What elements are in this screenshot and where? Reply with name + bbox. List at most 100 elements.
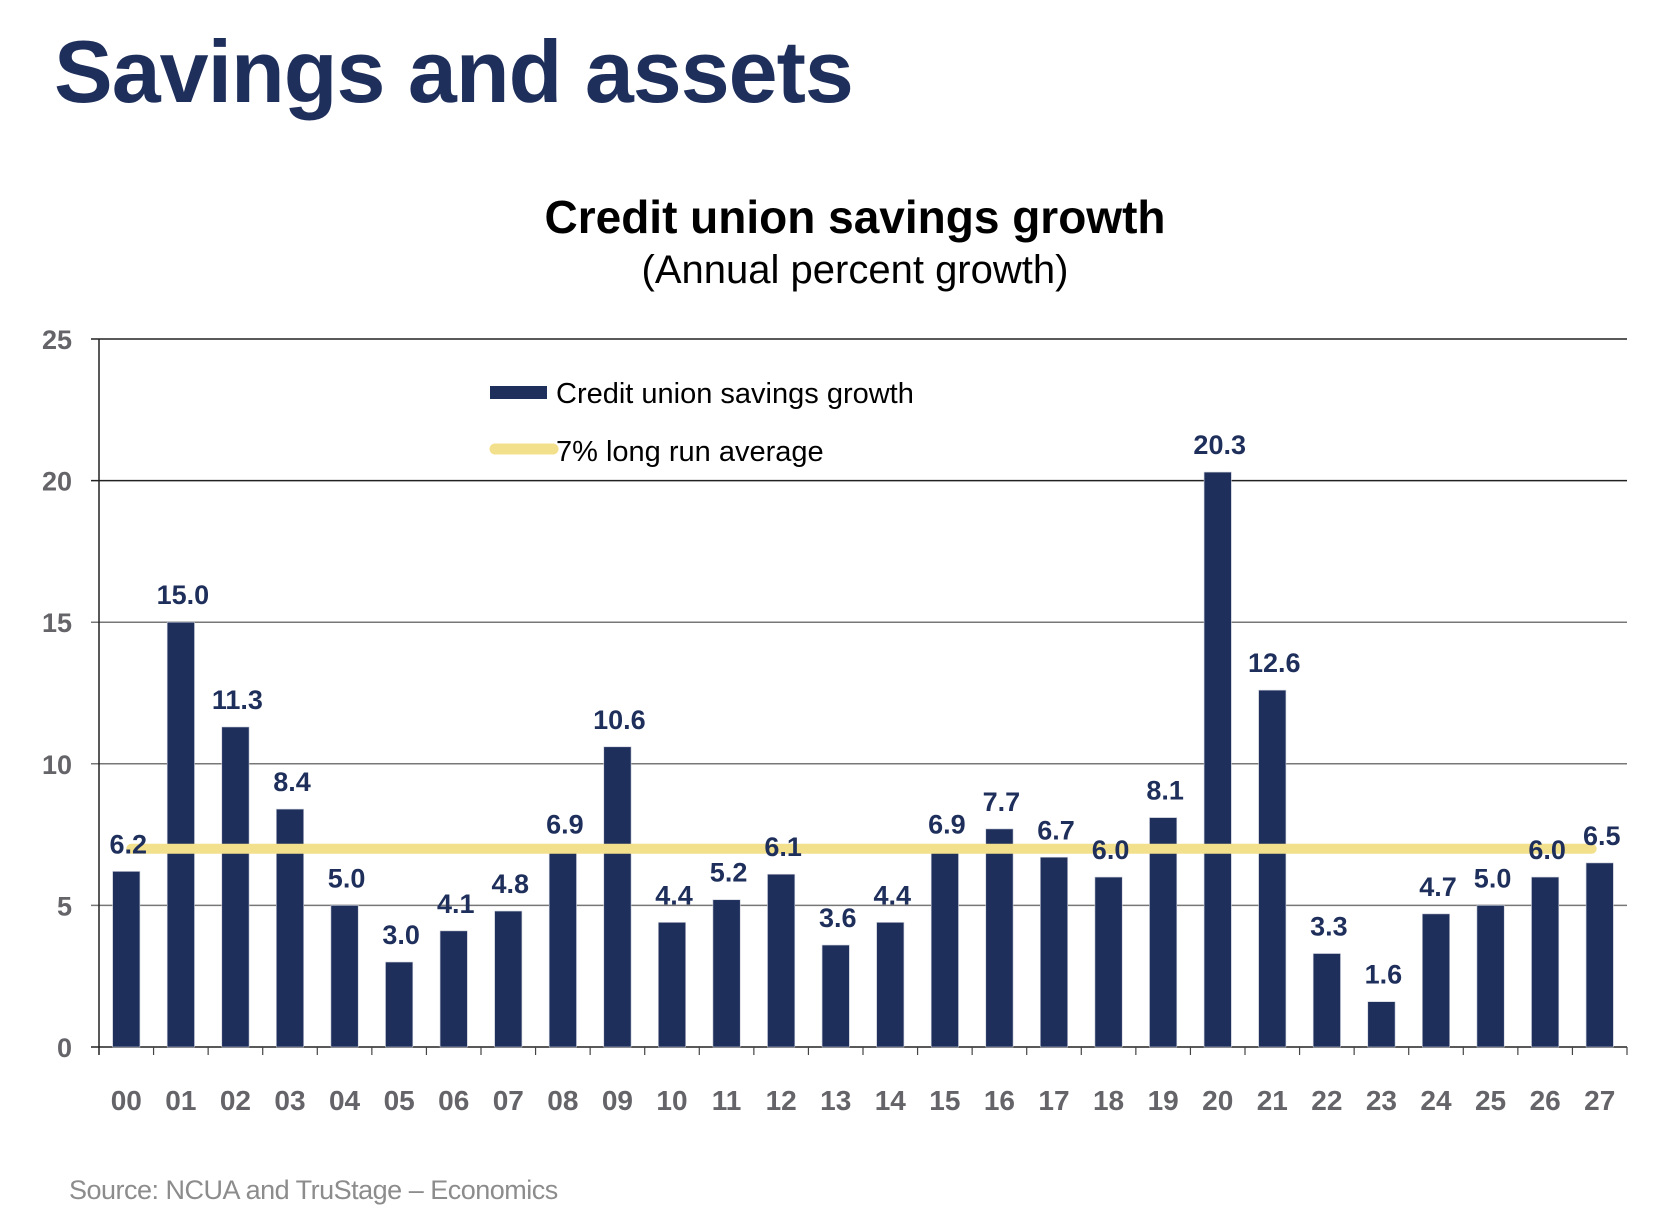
bar [1367, 1001, 1396, 1048]
bar [821, 944, 850, 1048]
x-tick-label: 07 [493, 1085, 524, 1116]
data-label: 6.5 [1583, 821, 1621, 851]
y-tick-label: 25 [42, 325, 72, 355]
x-tick-label: 08 [547, 1085, 578, 1116]
data-label: 11.3 [212, 685, 263, 715]
x-tick-label: 03 [274, 1085, 305, 1116]
data-label: 1.6 [1365, 960, 1403, 990]
y-tick-label: 15 [42, 608, 72, 638]
legend-label-bars: Credit union savings growth [556, 378, 914, 410]
bar [712, 899, 741, 1048]
bar [494, 910, 523, 1048]
data-label: 3.3 [1310, 912, 1348, 942]
bar [767, 873, 796, 1048]
x-tick-label: 09 [602, 1085, 633, 1116]
bar [1203, 471, 1232, 1048]
source-note: Source: NCUA and TruStage – Economics [69, 1175, 558, 1205]
x-tick-label: 04 [329, 1085, 361, 1116]
y-tick-label: 5 [57, 891, 72, 921]
bar [1040, 856, 1068, 1048]
bar [1531, 876, 1560, 1048]
data-label: 3.6 [819, 903, 857, 933]
bar [548, 851, 577, 1048]
data-label: 6.2 [110, 829, 148, 859]
bar [385, 961, 414, 1048]
data-label: 4.7 [1419, 872, 1457, 902]
x-tick-label: 00 [111, 1085, 142, 1116]
x-tick-label: 01 [165, 1085, 196, 1116]
x-tick-label: 19 [1148, 1085, 1179, 1116]
x-tick-label: 15 [929, 1085, 960, 1116]
bar [1312, 953, 1341, 1048]
bar [1094, 876, 1123, 1048]
data-label: 5.0 [1474, 863, 1512, 893]
x-tick-label: 24 [1420, 1085, 1452, 1116]
bar [221, 726, 250, 1048]
data-label: 4.8 [492, 869, 530, 899]
data-label: 12.6 [1248, 648, 1301, 678]
x-tick-label: 27 [1584, 1085, 1615, 1116]
bar [1149, 817, 1178, 1048]
data-label: 4.4 [655, 880, 693, 910]
data-label: 4.4 [874, 880, 912, 910]
axes [91, 339, 1628, 1055]
x-tick-label: 10 [656, 1085, 687, 1116]
data-label: 10.6 [593, 705, 646, 735]
bar [603, 746, 632, 1048]
data-label: 3.0 [382, 920, 420, 950]
chart-subtitle: (Annual percent growth) [641, 248, 1069, 292]
bar [930, 851, 959, 1048]
y-tick-label: 20 [42, 467, 72, 497]
x-tick-label: 20 [1202, 1085, 1233, 1116]
data-label: 6.9 [928, 810, 966, 840]
bar [1258, 689, 1287, 1048]
page-title: Savings and assets [54, 22, 854, 121]
x-tick-label: 11 [712, 1085, 742, 1116]
data-label: 5.0 [328, 863, 366, 893]
legend-swatch-bars [490, 386, 547, 399]
x-tick-label: 02 [220, 1085, 251, 1116]
data-label: 6.0 [1092, 835, 1130, 865]
data-label: 6.9 [546, 810, 584, 840]
x-tick-label: 18 [1093, 1085, 1124, 1116]
x-tick-label: 06 [438, 1085, 469, 1116]
data-label: 7.7 [983, 787, 1021, 817]
x-tick-label: 25 [1475, 1085, 1506, 1116]
x-tick-label: 14 [875, 1085, 907, 1116]
data-label: 5.2 [710, 858, 748, 888]
data-label: 8.4 [273, 767, 311, 797]
x-tick-label: 13 [820, 1085, 851, 1116]
chart-title: Credit union savings growth [544, 191, 1166, 243]
data-labels: 6.2 15.0 11.3 8.4 5.0 3.0 4.1 4.8 6.9 10.6 4.4 5.2 6… [110, 430, 1621, 990]
data-label: 20.3 [1193, 430, 1246, 460]
data-label: 15.0 [157, 580, 210, 610]
bar [1585, 862, 1614, 1048]
x-tick-label: 23 [1366, 1085, 1397, 1116]
data-label: 4.1 [437, 889, 475, 919]
y-tick-label: 0 [57, 1033, 72, 1063]
bar [985, 828, 1014, 1048]
x-tick-label: 05 [384, 1085, 415, 1116]
bar [166, 621, 195, 1048]
data-label: 6.0 [1528, 835, 1566, 865]
gridlines [91, 338, 1627, 907]
x-tick-label: 17 [1038, 1085, 1069, 1116]
bar [658, 922, 686, 1048]
x-tick-label: 12 [766, 1085, 797, 1116]
bar [876, 922, 905, 1048]
data-label: 6.7 [1037, 815, 1075, 845]
data-label: 8.1 [1146, 776, 1184, 806]
data-label: 6.1 [764, 832, 802, 862]
x-tick-label: 22 [1311, 1085, 1342, 1116]
x-tick-label: 16 [984, 1085, 1015, 1116]
bars [112, 471, 1614, 1048]
bar [330, 905, 359, 1048]
legend-label-average: 7% long run average [556, 436, 824, 468]
legend: Credit union savings growth 7% long run … [489, 378, 914, 468]
bar [1476, 905, 1505, 1048]
bar [112, 871, 141, 1048]
x-tick-label: 21 [1257, 1085, 1288, 1116]
y-tick-label: 10 [42, 750, 72, 780]
